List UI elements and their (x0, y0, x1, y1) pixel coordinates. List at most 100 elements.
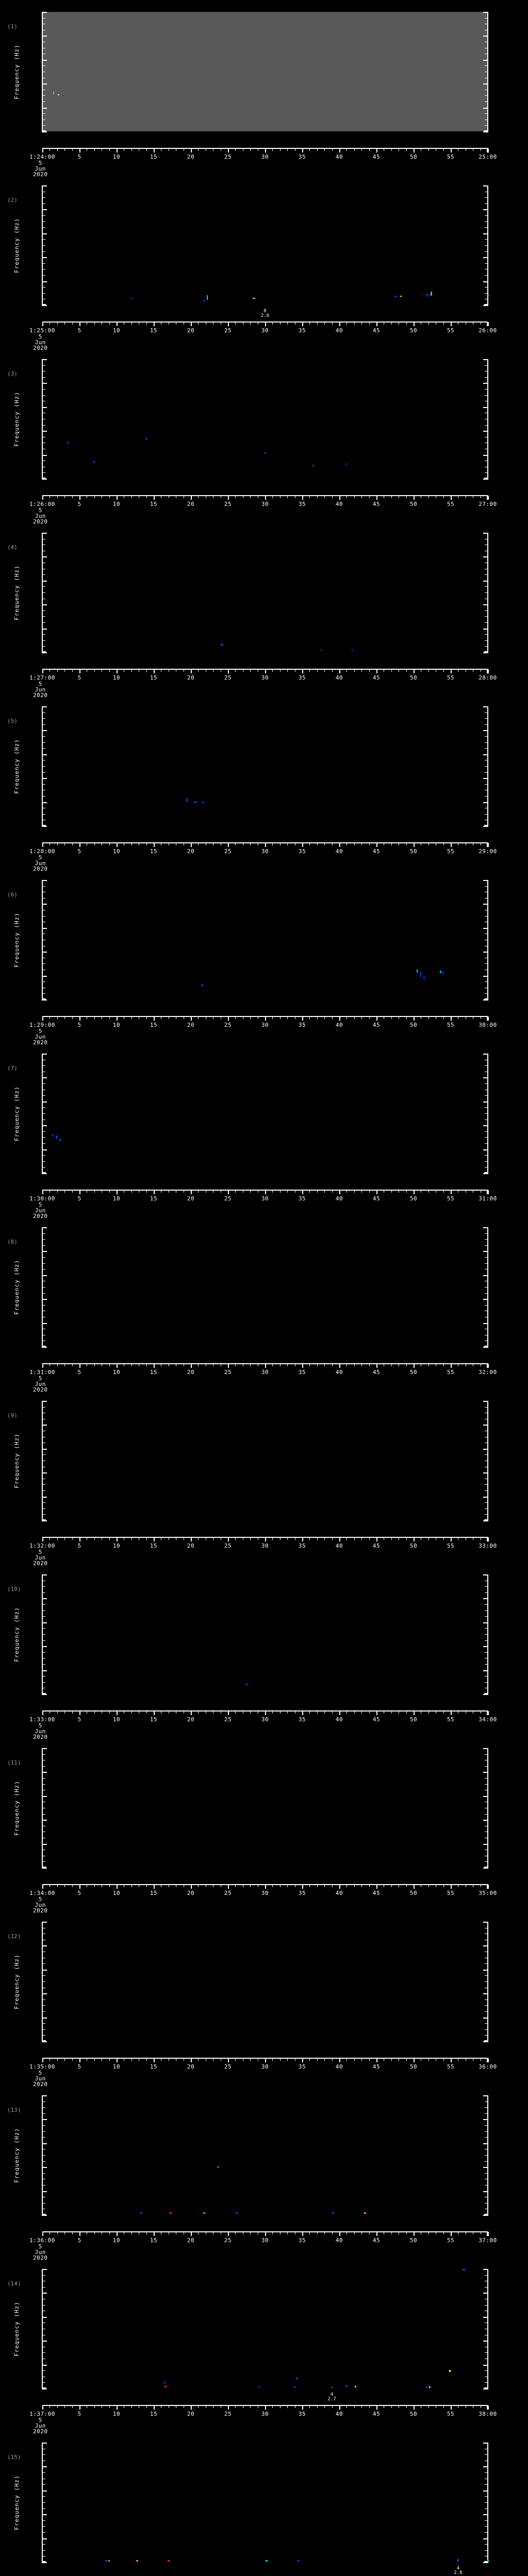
y-tick-major (42, 628, 47, 630)
data-mark (140, 2212, 142, 2214)
x-tick-minor (332, 843, 333, 845)
x-tick-minor (272, 1711, 273, 1714)
x-tick-minor (361, 1190, 362, 1193)
x-tick-major (42, 1711, 43, 1715)
x-tick-minor (391, 1711, 392, 1714)
x-tick-minor (391, 1885, 392, 1887)
x-tick-minor (72, 1016, 73, 1019)
y-tick-minor (42, 2275, 45, 2276)
x-tick-minor (354, 843, 355, 845)
y-tick-right (485, 1616, 488, 1617)
y-tick-major (42, 927, 47, 929)
x-tick-label: 35 (298, 1195, 306, 1202)
x-tick-minor (235, 843, 236, 845)
x-tick-minor (287, 1016, 288, 1019)
time-axis-cap-right (487, 2405, 488, 2410)
x-axis-date-line: Jun (35, 1381, 46, 1387)
x-tick-minor (109, 2405, 110, 2408)
x-tick-minor (272, 2405, 273, 2408)
x-tick-label: 5 (77, 848, 81, 855)
y-tick-major (42, 209, 47, 211)
x-tick-major (79, 1885, 80, 1889)
y-tick-minor (42, 2137, 45, 2138)
x-tick-major (265, 2058, 266, 2062)
x-tick-label: 40 (335, 848, 343, 855)
x-tick-minor (287, 1711, 288, 1714)
x-tick-major (154, 1711, 155, 1715)
x-axis-date-line: Jun (35, 860, 46, 867)
x-tick-minor (272, 2232, 273, 2234)
x-tick-label: 35 (298, 1543, 306, 1549)
y-tick-major (42, 880, 47, 881)
x-tick-minor (428, 1190, 429, 1193)
y-tick-major (42, 406, 47, 408)
x-tick-label: 10 (112, 1890, 121, 1896)
x-tick-minor (332, 1190, 333, 1193)
y-axis-cap-bottom-right (484, 651, 488, 652)
y-tick-right (485, 263, 488, 264)
x-tick-minor (57, 2232, 58, 2234)
x-tick-major (228, 1190, 229, 1194)
x-tick-major (228, 496, 229, 500)
x-tick-major (228, 2405, 229, 2410)
y-tick-right (485, 2131, 488, 2132)
y-tick-minor (42, 1754, 45, 1755)
x-tick-minor (332, 1537, 333, 1540)
x-tick-minor (346, 496, 348, 498)
x-tick-minor (272, 496, 273, 498)
y-tick-right (485, 2352, 488, 2353)
x-tick-major (339, 1190, 340, 1194)
x-tick-minor (131, 669, 132, 672)
y-tick-right (485, 1490, 488, 1491)
y-tick-minor (42, 239, 45, 240)
time-axis-cap-right (487, 1710, 488, 1715)
y-tick-major (42, 479, 47, 480)
x-tick-label-start: 1:26:00 (29, 501, 55, 507)
x-tick-minor (346, 2058, 348, 2061)
data-mark (345, 2385, 348, 2387)
data-mark (93, 461, 95, 463)
y-tick-major (42, 305, 47, 306)
data-mark (426, 293, 427, 297)
x-tick-label: 30 (261, 1543, 269, 1549)
y-tick-right (483, 1598, 488, 1600)
x-tick-major (302, 148, 303, 152)
y-tick-right (485, 2304, 488, 2306)
panel-number-3: (3) (7, 370, 18, 377)
x-tick-major (191, 2232, 192, 2236)
plot-area-1: 02004006008001000 (42, 12, 488, 132)
x-axis-date-line: Jun (35, 1728, 46, 1735)
x-tick-minor (131, 2058, 132, 2061)
x-tick-label: 40 (335, 501, 343, 507)
y-tick-right (483, 556, 488, 558)
x-tick-major (414, 1190, 415, 1194)
x-tick-label: 40 (335, 1369, 343, 1376)
y-tick-minor (42, 2035, 45, 2036)
y-tick-right (483, 479, 488, 480)
x-tick-minor (346, 322, 348, 325)
plot-area-14: 02004006008001000 (42, 2268, 488, 2389)
y-axis-cap-bottom-left (42, 478, 46, 479)
panel-number-5: (5) (7, 718, 18, 724)
x-tick-minor (361, 843, 362, 845)
x-tick-minor (361, 1016, 362, 1019)
x-axis-date-line: 2020 (33, 2255, 48, 2261)
x-tick-label: 10 (112, 2411, 121, 2417)
y-tick-right (483, 209, 488, 211)
x-tick-label: 20 (187, 154, 195, 160)
x-tick-minor (346, 1537, 348, 1540)
x-tick-label: 20 (187, 1195, 195, 1202)
x-tick-major (488, 1016, 489, 1021)
x-tick-major (265, 2232, 266, 2236)
y-tick-minor (42, 1484, 45, 1485)
x-tick-label: 50 (409, 501, 418, 507)
x-tick-minor (250, 1016, 251, 1019)
x-tick-minor (235, 322, 236, 325)
y-tick-major (42, 2388, 47, 2389)
plot-area-7: 02004006008001000 (42, 1054, 488, 1174)
x-tick-minor (309, 1190, 310, 1193)
data-mark (439, 970, 441, 973)
y-axis-cap-bottom-left (42, 130, 46, 131)
x-tick-minor (250, 2405, 251, 2408)
y-tick-right (485, 1586, 488, 1587)
